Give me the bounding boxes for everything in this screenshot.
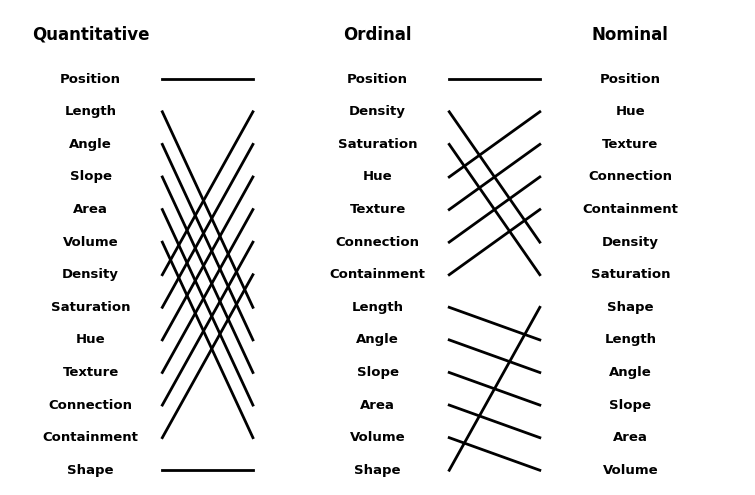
- Text: Texture: Texture: [63, 366, 119, 379]
- Text: Density: Density: [349, 105, 406, 118]
- Text: Length: Length: [352, 301, 403, 314]
- Text: Hue: Hue: [76, 334, 106, 346]
- Text: Length: Length: [65, 105, 116, 118]
- Text: Angle: Angle: [609, 366, 652, 379]
- Text: Slope: Slope: [609, 398, 652, 411]
- Text: Area: Area: [360, 398, 395, 411]
- Text: Containment: Containment: [330, 268, 425, 281]
- Text: Angle: Angle: [356, 334, 399, 346]
- Text: Connection: Connection: [588, 170, 673, 184]
- Text: Ordinal: Ordinal: [344, 26, 411, 44]
- Text: Volume: Volume: [350, 431, 405, 444]
- Text: Volume: Volume: [602, 464, 658, 477]
- Text: Slope: Slope: [356, 366, 399, 379]
- Text: Slope: Slope: [69, 170, 112, 184]
- Text: Texture: Texture: [350, 203, 405, 216]
- Text: Containment: Containment: [43, 431, 138, 444]
- Text: Nominal: Nominal: [592, 26, 669, 44]
- Text: Shape: Shape: [67, 464, 114, 477]
- Text: Density: Density: [62, 268, 119, 281]
- Text: Position: Position: [347, 73, 408, 86]
- Text: Shape: Shape: [354, 464, 401, 477]
- Text: Connection: Connection: [335, 236, 420, 248]
- Text: Hue: Hue: [615, 105, 646, 118]
- Text: Saturation: Saturation: [590, 268, 670, 281]
- Text: Volume: Volume: [63, 236, 119, 248]
- Text: Angle: Angle: [69, 138, 112, 151]
- Text: Position: Position: [600, 73, 661, 86]
- Text: Connection: Connection: [48, 398, 133, 411]
- Text: Position: Position: [60, 73, 121, 86]
- Text: Saturation: Saturation: [337, 138, 418, 151]
- Text: Hue: Hue: [362, 170, 393, 184]
- Text: Containment: Containment: [583, 203, 678, 216]
- Text: Density: Density: [602, 236, 659, 248]
- Text: Shape: Shape: [607, 301, 654, 314]
- Text: Texture: Texture: [602, 138, 658, 151]
- Text: Area: Area: [73, 203, 108, 216]
- Text: Saturation: Saturation: [51, 301, 131, 314]
- Text: Length: Length: [605, 334, 656, 346]
- Text: Quantitative: Quantitative: [32, 26, 149, 44]
- Text: Area: Area: [613, 431, 648, 444]
